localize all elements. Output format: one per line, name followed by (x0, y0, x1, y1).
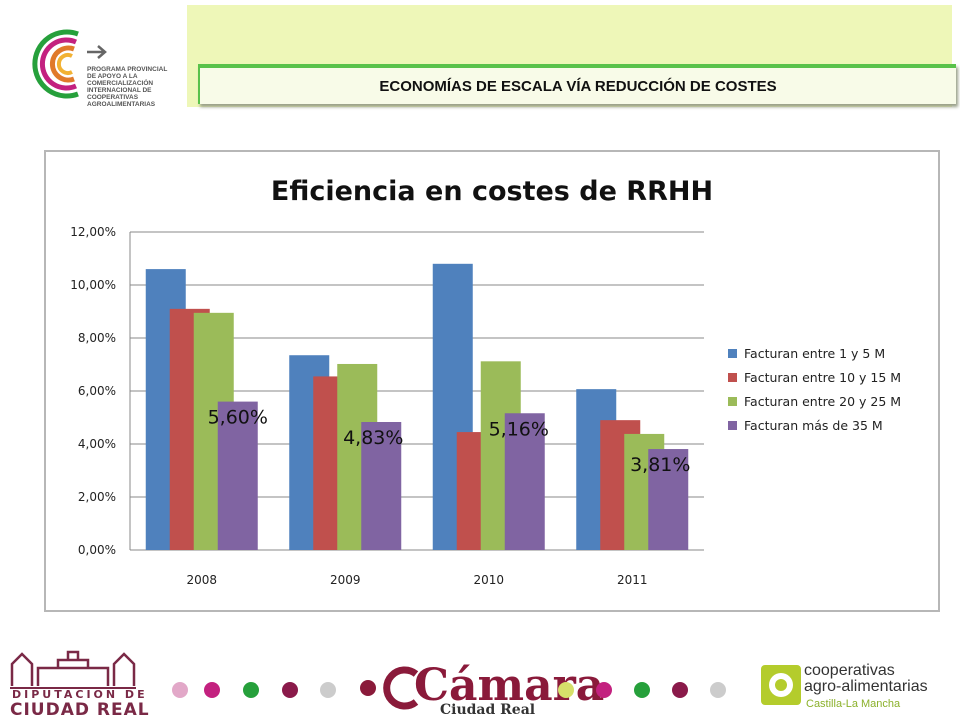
cooperativas-leaf-icon (761, 665, 801, 705)
legend-entry: Facturan más de 35 M (744, 418, 883, 433)
program-logo (28, 24, 178, 116)
legend-swatch (728, 397, 737, 406)
camara-c-icon (383, 666, 419, 710)
bar (504, 413, 545, 550)
data-label: 5,16% (489, 418, 549, 440)
diputacion-line2: CIUDAD REAL (10, 700, 150, 720)
legend-swatch (728, 373, 737, 382)
x-tick-label: 2010 (473, 573, 504, 587)
program-line: AGROALIMENTARIAS (87, 101, 156, 108)
y-tick-label: 12,00% (70, 225, 116, 239)
x-tick-label: 2011 (617, 573, 648, 587)
decor-dot (243, 682, 259, 698)
decor-dot (710, 682, 726, 698)
legend-entry: Facturan entre 20 y 25 M (744, 394, 901, 409)
legend-entry: Facturan entre 1 y 5 M (744, 346, 885, 361)
program-line: COMERCIALIZACIÓN (87, 80, 154, 87)
x-tick-label: 2008 (186, 573, 217, 587)
y-tick-label: 8,00% (78, 331, 116, 345)
coop-line1: cooperativas (804, 662, 895, 679)
program-line: INTERNACIONAL DE (87, 87, 152, 94)
y-tick-label: 0,00% (78, 543, 116, 557)
chart: Eficiencia en costes de RRHH 0,00% 2,00% 4,… (70, 176, 901, 587)
y-tick-label: 2,00% (78, 490, 116, 504)
y-tick-label: 4,00% (78, 437, 116, 451)
decor-dot (320, 682, 336, 698)
data-label: 5,60% (208, 407, 268, 429)
program-line: PROGRAMA PROVINCIAL (87, 66, 168, 73)
program-line: DE APOYO A LA (87, 73, 138, 80)
camara-subtitle: Ciudad Real (440, 702, 536, 718)
program-logo-arcs (32, 29, 79, 99)
bar (648, 449, 689, 550)
decor-dot (672, 682, 688, 698)
decor-dot (360, 680, 376, 696)
decor-dot (596, 682, 612, 698)
diputacion-line1: DIPUTACION DE (12, 688, 148, 701)
decor-dot (172, 682, 188, 698)
data-label: 3,81% (630, 454, 690, 476)
chart-frame: Eficiencia en costes de RRHH 0,00% 2,00% 4,… (44, 150, 940, 612)
title-box: ECONOMÍAS DE ESCALA VÍA REDUCCIÓN DE COS… (198, 64, 956, 104)
legend-entry: Facturan entre 10 y 15 M (744, 370, 901, 385)
page-title: ECONOMÍAS DE ESCALA VÍA REDUCCIÓN DE COS… (379, 78, 777, 95)
decor-dot (204, 682, 220, 698)
footer: DIPUTACION DE CIUDAD REAL Cámara Ciudad … (0, 640, 960, 720)
chart-title: Eficiencia en costes de RRHH (271, 176, 713, 207)
legend-swatch (728, 421, 737, 430)
coop-line3: Castilla-La Mancha (806, 698, 901, 710)
diputacion-building-icon (10, 650, 136, 689)
y-tick-label: 10,00% (70, 278, 116, 292)
decor-dot (558, 682, 574, 698)
data-label: 4,83% (343, 427, 403, 449)
bar (361, 422, 402, 550)
x-tick-label: 2009 (330, 573, 361, 587)
coop-line2: agro-alimentarias (804, 678, 928, 695)
program-line: COOPERATIVAS (87, 94, 139, 101)
legend-swatch (728, 349, 737, 358)
decor-dot (282, 682, 298, 698)
program-text: PROGRAMA PROVINCIAL DE APOYO A LA COMERC… (87, 66, 167, 108)
arrow-right-icon (87, 45, 107, 59)
decor-dot (634, 682, 650, 698)
y-tick-label: 6,00% (78, 384, 116, 398)
bar (217, 401, 258, 550)
